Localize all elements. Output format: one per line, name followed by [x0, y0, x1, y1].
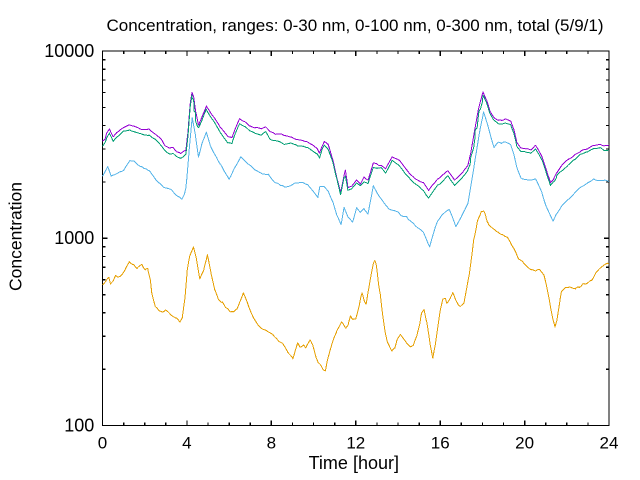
svg-text:16: 16	[431, 434, 450, 453]
svg-text:Concentration, ranges: 0-30 nm: Concentration, ranges: 0-30 nm, 0-100 nm…	[106, 16, 603, 35]
svg-text:8: 8	[267, 434, 276, 453]
svg-text:Time [hour]: Time [hour]	[309, 453, 399, 473]
svg-text:100: 100	[64, 416, 94, 436]
svg-text:0: 0	[98, 434, 107, 453]
svg-text:1000: 1000	[54, 228, 94, 248]
svg-text:10000: 10000	[44, 41, 94, 61]
svg-text:20: 20	[515, 434, 534, 453]
svg-text:Concentration: Concentration	[5, 182, 25, 291]
svg-text:4: 4	[182, 434, 191, 453]
svg-text:12: 12	[346, 434, 365, 453]
svg-text:24: 24	[600, 434, 619, 453]
